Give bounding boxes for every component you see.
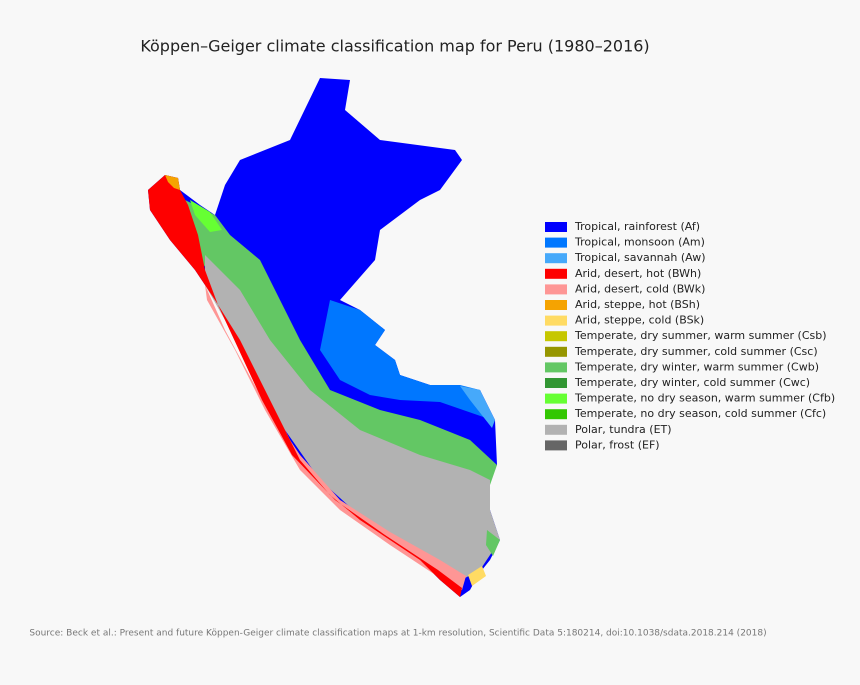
zone-am [320,300,492,420]
zone-bsk [468,566,486,586]
legend-swatch [545,315,567,326]
legend-label: Arid, desert, cold (BWk) [575,282,705,295]
legend-label: Tropical, savannah (Aw) [574,251,706,264]
legend-swatch [545,237,567,248]
legend-swatch [545,331,567,342]
zone-aw [460,386,495,428]
legend-label: Tropical, rainforest (Af) [574,220,700,233]
legend: Tropical, rainforest (Af) Tropical, monso… [545,220,835,451]
legend-swatch [545,362,567,373]
title: Köppen–Geiger climate classification map… [140,37,649,56]
legend-label: Temperate, dry winter, cold summer (Cwc) [574,376,810,389]
zone-cwb [175,200,497,485]
legend-label: Arid, desert, hot (BWh) [575,267,701,280]
legend-swatch [545,393,567,404]
legend-label: Polar, frost (EF) [575,438,660,451]
legend-label: Arid, steppe, hot (BSh) [575,298,700,311]
legend-swatch [545,268,567,279]
legend-swatch [545,346,567,357]
zone-cwb [486,530,500,556]
legend-label: Temperate, dry summer, warm summer (Csb) [574,329,827,342]
source-note: Source: Beck et al.: Present and future … [29,629,766,639]
zone-bwh [148,175,462,597]
legend-label: Temperate, no dry season, warm summer (C… [574,392,835,405]
legend-swatch [545,222,567,232]
zone-cfb [190,200,222,232]
legend-label: Temperate, no dry season, cold summer (C… [574,407,826,420]
zone-et [205,255,500,578]
zone-bsh [165,175,180,190]
legend-swatch [545,440,567,451]
legend-swatch [545,253,567,264]
legend-label: Tropical, monsoon (Am) [574,236,705,249]
legend-swatch [545,378,567,388]
legend-label: Temperate, dry winter, warm summer (Cwb) [574,360,819,373]
peru-map [148,78,500,597]
legend-label: Arid, steppe, cold (BSk) [575,314,704,327]
legend-swatch [545,424,567,435]
legend-swatch [545,409,567,420]
legend-label: Polar, tundra (ET) [575,423,672,436]
legend-swatch [545,300,567,310]
legend-label: Temperate, dry summer, cold summer (Csc) [574,345,818,358]
legend-swatch [545,284,567,295]
